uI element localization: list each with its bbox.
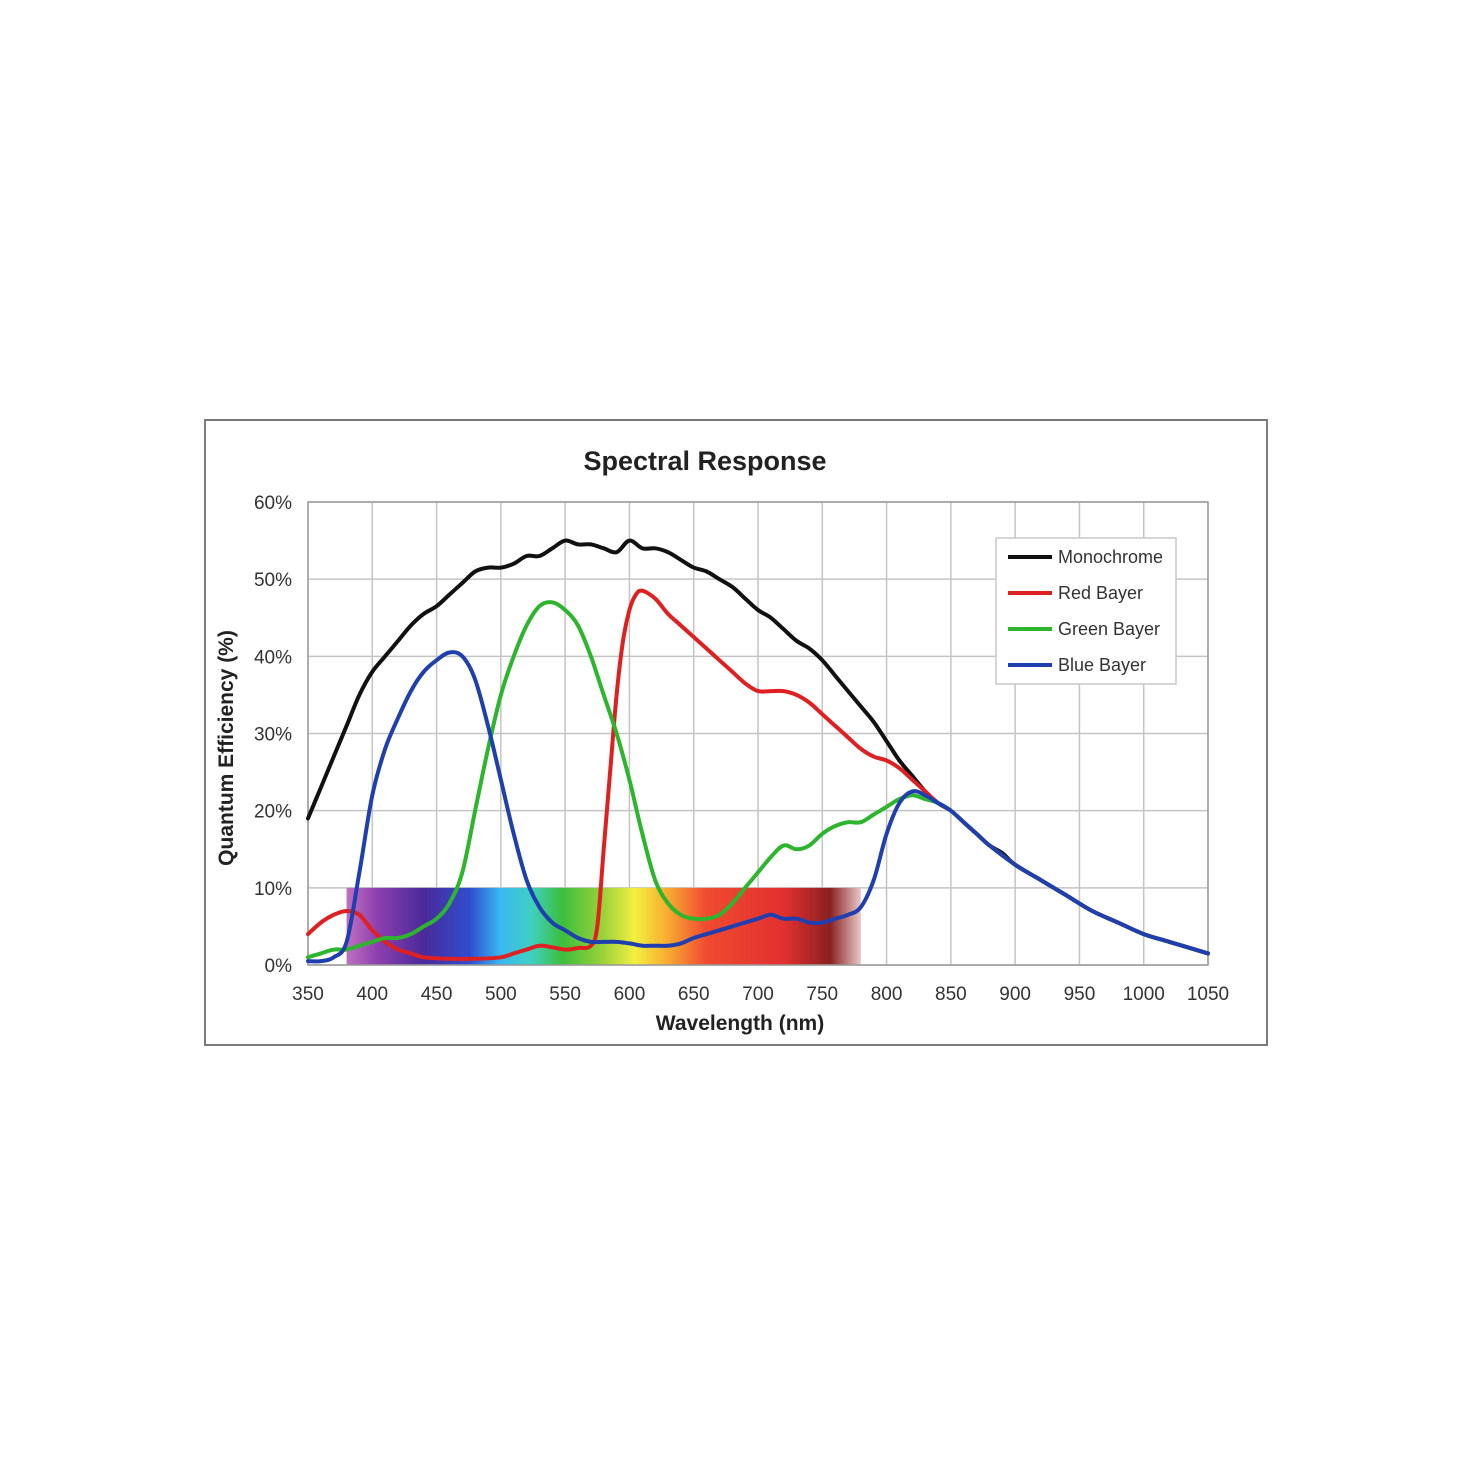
y-axis-title: Quantum Efficiency (%) bbox=[215, 630, 238, 866]
legend-box bbox=[995, 537, 1177, 685]
x-tick-label-400: 400 bbox=[356, 984, 388, 1005]
legend-label-green-bayer: Green Bayer bbox=[1058, 619, 1160, 639]
x-tick-label-350: 350 bbox=[292, 984, 324, 1005]
x-tick-label-700: 700 bbox=[742, 984, 774, 1005]
x-tick-label-550: 550 bbox=[549, 984, 581, 1005]
x-tick-label-900: 900 bbox=[999, 984, 1031, 1005]
legend-label-blue-bayer: Blue Bayer bbox=[1058, 655, 1146, 675]
x-tick-label-1000: 1000 bbox=[1123, 984, 1165, 1005]
legend-label-red-bayer: Red Bayer bbox=[1058, 583, 1143, 603]
legend-label-monochrome: Monochrome bbox=[1058, 547, 1163, 567]
x-axis-ticks: 350 400 450 500 550 600 650 700 750 800 850 900 950 1… bbox=[292, 984, 1229, 1005]
series-lines bbox=[306, 538, 1210, 964]
y-tick-label-10: 10% bbox=[254, 879, 292, 900]
x-tick-label-850: 850 bbox=[935, 984, 967, 1005]
y-tick-label-20: 20% bbox=[254, 802, 292, 823]
x-tick-label-450: 450 bbox=[421, 984, 453, 1005]
x-tick-label-500: 500 bbox=[485, 984, 517, 1005]
y-tick-label-40: 40% bbox=[254, 647, 292, 668]
y-tick-label-30: 30% bbox=[254, 725, 292, 746]
y-tick-label-0: 0% bbox=[265, 956, 293, 977]
x-tick-label-600: 600 bbox=[614, 984, 646, 1005]
x-tick-label-800: 800 bbox=[871, 984, 903, 1005]
visible-spectrum-band bbox=[346, 887, 861, 965]
legend: Monochrome Red Bayer Green Bayer Blue Bayer bbox=[995, 537, 1177, 685]
x-tick-label-950: 950 bbox=[1064, 984, 1096, 1005]
plot-area-border bbox=[307, 501, 1209, 966]
y-tick-label-60: 60% bbox=[254, 493, 292, 514]
y-axis-ticks: 0% 10% 20% 30% 40% 50% 60% bbox=[254, 493, 292, 977]
chart-title: Spectral Response bbox=[583, 446, 826, 476]
series-line-blue-bayer bbox=[306, 650, 1210, 964]
x-tick-label-750: 750 bbox=[806, 984, 838, 1005]
x-tick-label-1050: 1050 bbox=[1187, 984, 1229, 1005]
y-tick-label-50: 50% bbox=[254, 570, 292, 591]
x-tick-label-650: 650 bbox=[678, 984, 710, 1005]
x-axis-title: Wavelength (nm) bbox=[656, 1012, 824, 1035]
